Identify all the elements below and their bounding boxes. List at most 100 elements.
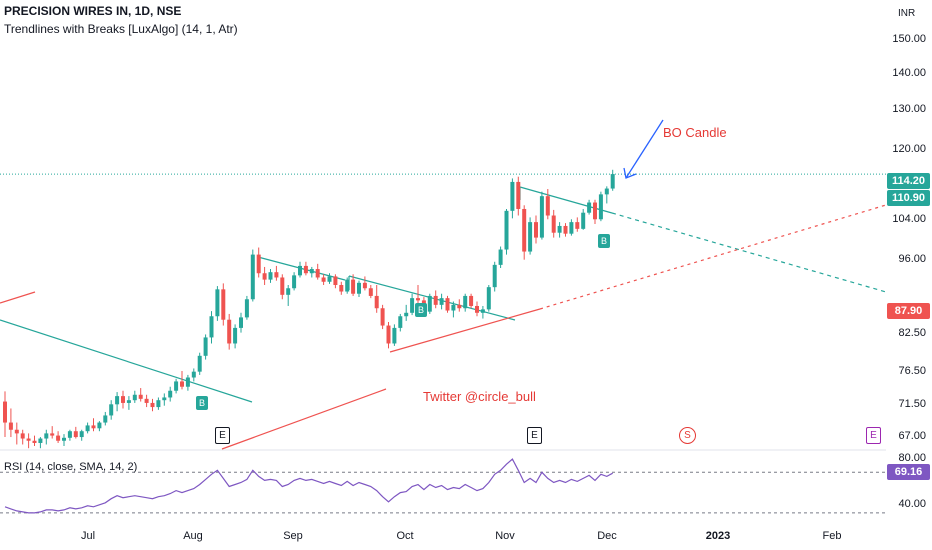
candle-body [528,222,533,252]
candle-body [32,440,37,443]
candle-body [203,337,208,356]
rsi-pane [0,458,886,514]
candle-body [50,433,55,436]
candle [262,266,267,285]
trendline [519,186,613,214]
candle-body [445,298,450,311]
trendline [0,291,36,304]
indicator-legend[interactable]: Trendlines with Breaks [LuxAlgo] (14, 1,… [4,22,238,36]
time-axis-label: Dec [597,530,617,542]
earnings-event-icon[interactable]: E [527,427,542,444]
candle [239,312,243,333]
candle [593,199,597,225]
bo-arrow-shaft [625,119,664,179]
candle [32,435,37,446]
candle [510,178,515,219]
candle [522,205,527,260]
bo-candle-annotation[interactable]: BO Candle [663,125,727,140]
candle [445,295,450,313]
candle [451,301,456,318]
candle [362,276,367,291]
candle [498,246,503,268]
candle [97,421,102,432]
price-axis-label: 67.00 [898,430,926,443]
candle-body [469,295,474,306]
candle [73,426,78,439]
candle-body [292,275,297,289]
candle-body [333,276,338,285]
rsi-axis-label: 40.00 [898,498,926,510]
candle [534,215,538,244]
candle-body [14,429,19,434]
candle-body [321,277,326,282]
candle-body [138,394,143,399]
candle [380,304,385,330]
symbol-title[interactable]: PRECISION WIRES IN, 1D, NSE [4,4,182,18]
candle [150,398,155,412]
candle-body [286,288,291,295]
candle-body [439,298,444,305]
candle-body [593,202,597,220]
trendline [221,388,387,450]
candle-body [215,289,220,317]
candle [227,313,232,350]
candle-body [309,269,314,274]
rsi-axis-label: 80.00 [898,452,926,464]
candle-body [457,304,462,309]
candle-body [480,309,485,313]
candle [180,371,184,390]
candle-body [545,196,550,216]
candle-body [73,431,78,438]
candle [321,274,326,285]
candle-body [115,396,120,405]
time-axis-label: Feb [822,530,842,542]
candle-body [44,433,49,439]
candle [79,429,84,441]
candle [221,283,226,326]
candle [85,422,90,434]
candle-body [109,404,114,416]
price-axis-label: 76.50 [898,364,926,377]
trendline [539,204,887,310]
candle [286,284,291,306]
candle-body [345,279,350,292]
dividend-event-icon[interactable]: S [679,427,696,444]
candle-body [569,222,574,234]
twitter-annotation[interactable]: Twitter @circle_bull [423,389,536,404]
candle-body [357,282,361,294]
candle [91,418,96,432]
candle-body [522,208,527,252]
candlestick-series [3,169,615,449]
candle-body [510,181,515,211]
candle-body [416,298,420,301]
candle-body [492,264,497,288]
currency-label: INR [898,8,916,19]
candle [480,305,485,319]
candle-body [339,284,344,292]
candle-body [327,276,332,282]
candle [528,217,533,255]
candle [315,263,320,280]
candle [475,301,479,317]
earnings-event-icon[interactable]: E [215,427,230,444]
candle [62,434,66,446]
candle [292,272,297,291]
rsi-legend[interactable]: RSI (14, close, SMA, 14, 2) [4,461,138,473]
earnings-event-icon[interactable]: E [866,427,881,444]
candle [256,247,261,278]
candle [610,169,615,191]
price-axis-label: 82.50 [898,327,926,340]
candle-body [427,295,432,312]
last-price-tag: 114.20 [887,173,930,189]
trendline-price-tag: 110.90 [887,190,930,206]
price-axis-label: 96.00 [898,252,926,265]
candle-body [268,272,273,280]
candle-body [486,287,491,310]
candle-body [62,437,66,441]
candle [26,433,31,449]
candle [174,378,179,394]
price-axis-label: 130.00 [892,103,926,116]
candle [38,437,43,449]
candle-body [168,390,173,398]
